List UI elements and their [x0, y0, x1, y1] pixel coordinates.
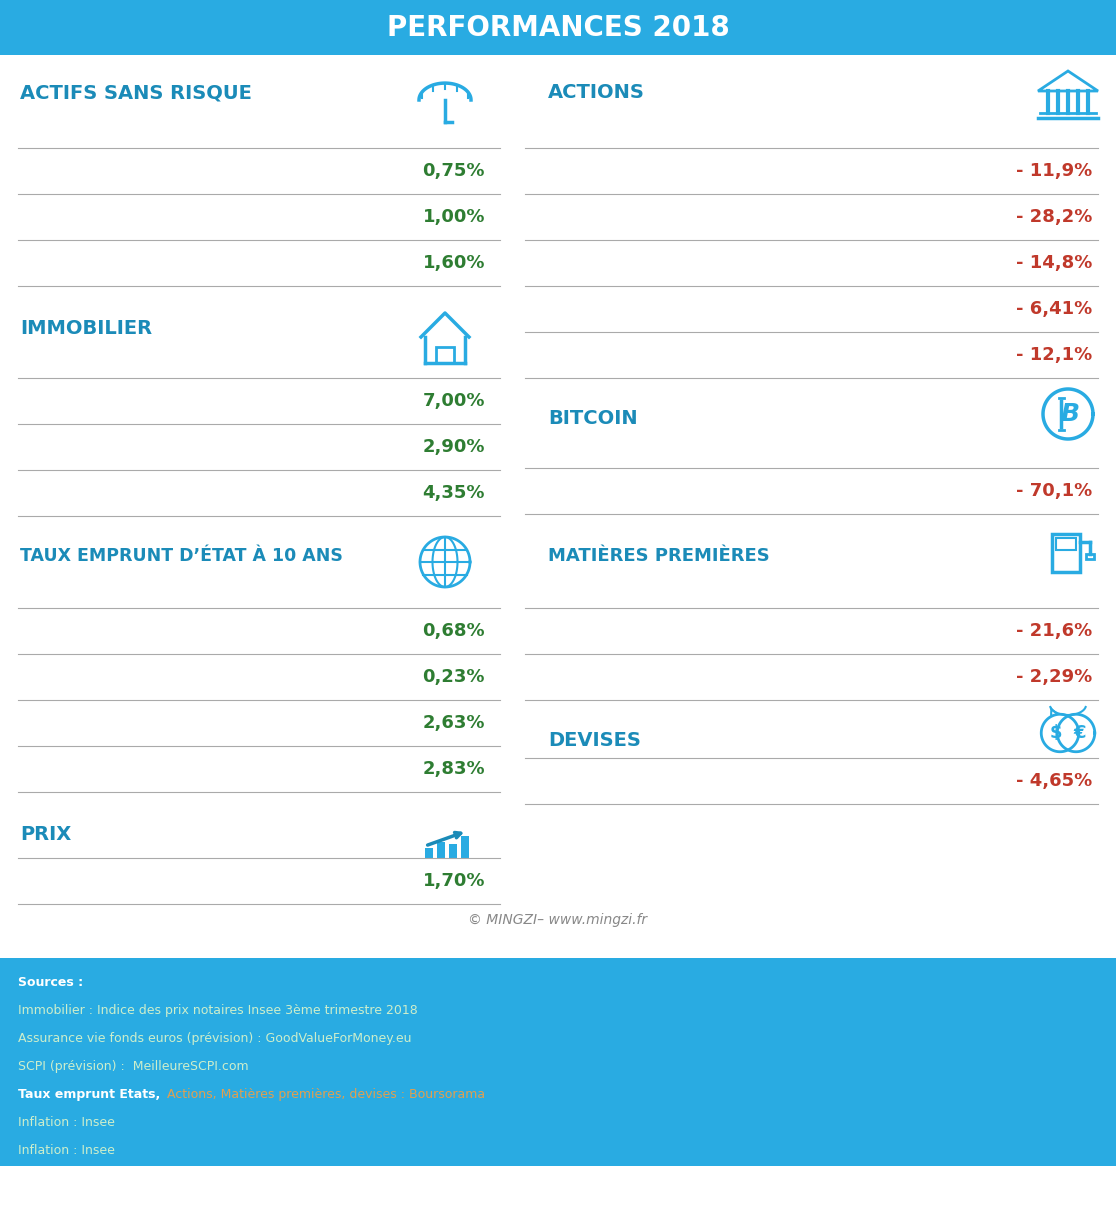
Text: - 6,41%: - 6,41% [1016, 300, 1091, 318]
Bar [437, 842, 445, 858]
Text: - 4,65%: - 4,65% [1016, 772, 1091, 790]
Bar [425, 849, 433, 858]
Text: - 14,8%: - 14,8% [1016, 254, 1091, 271]
Text: 0,68%: 0,68% [422, 623, 485, 640]
Bar [436, 348, 454, 363]
Text: 2,63%: 2,63% [423, 713, 485, 732]
Text: MATIÈRES PREMIÈRES: MATIÈRES PREMIÈRES [548, 546, 770, 565]
Text: - 11,9%: - 11,9% [1016, 162, 1091, 181]
Text: DEVISES: DEVISES [548, 732, 641, 750]
Text: Actions, Matières premières, devises : Boursorama: Actions, Matières premières, devises : B… [163, 1088, 485, 1102]
Text: BITCOIN: BITCOIN [548, 409, 637, 427]
Bar [1052, 534, 1080, 572]
Text: Inflation : Insee: Inflation : Insee [18, 1144, 115, 1157]
Text: PERFORMANCES 2018: PERFORMANCES 2018 [386, 14, 730, 42]
Text: 1,60%: 1,60% [423, 254, 485, 271]
Text: $: $ [1050, 725, 1062, 742]
Text: 4,35%: 4,35% [423, 484, 485, 502]
Text: €: € [1074, 725, 1086, 742]
FancyBboxPatch shape [0, 0, 1116, 55]
Bar [1056, 538, 1076, 550]
Text: 1,70%: 1,70% [423, 872, 485, 890]
Text: 2,90%: 2,90% [423, 438, 485, 456]
Text: - 21,6%: - 21,6% [1016, 623, 1091, 640]
Text: TAUX EMPRUNT D’ÉTAT À 10 ANS: TAUX EMPRUNT D’ÉTAT À 10 ANS [20, 546, 343, 565]
Text: PRIX: PRIX [20, 824, 71, 844]
Text: 0,75%: 0,75% [423, 162, 485, 181]
Text: 2,83%: 2,83% [422, 760, 485, 779]
Text: © MINGZI– www.mingzi.fr: © MINGZI– www.mingzi.fr [469, 912, 647, 927]
Text: Taux emprunt Etats,: Taux emprunt Etats, [18, 1088, 161, 1102]
Text: - 28,2%: - 28,2% [1016, 208, 1091, 226]
Text: - 12,1%: - 12,1% [1016, 346, 1091, 363]
Text: Inflation : Insee: Inflation : Insee [18, 1116, 115, 1129]
Text: 1,00%: 1,00% [423, 208, 485, 226]
Text: B: B [1060, 402, 1079, 426]
Text: - 2,29%: - 2,29% [1016, 668, 1091, 686]
Text: 7,00%: 7,00% [423, 392, 485, 410]
Bar [449, 844, 456, 858]
Bar [461, 836, 469, 858]
Text: ACTIFS SANS RISQUE: ACTIFS SANS RISQUE [20, 84, 252, 102]
Text: IMMOBILIER: IMMOBILIER [20, 318, 152, 338]
Text: Assurance vie fonds euros (prévision) : GoodValueForMoney.eu: Assurance vie fonds euros (prévision) : … [18, 1032, 412, 1045]
FancyBboxPatch shape [0, 958, 1116, 1167]
Text: 0,23%: 0,23% [423, 668, 485, 686]
Text: - 70,1%: - 70,1% [1016, 483, 1091, 500]
Text: SCPI (prévision) :  MeilleureSCPI.com: SCPI (prévision) : MeilleureSCPI.com [18, 1060, 249, 1073]
Text: ACTIONS: ACTIONS [548, 84, 645, 102]
Text: Sources :: Sources : [18, 976, 83, 989]
Bar [1086, 554, 1094, 559]
Text: Immobilier : Indice des prix notaires Insee 3ème trimestre 2018: Immobilier : Indice des prix notaires In… [18, 1005, 417, 1017]
